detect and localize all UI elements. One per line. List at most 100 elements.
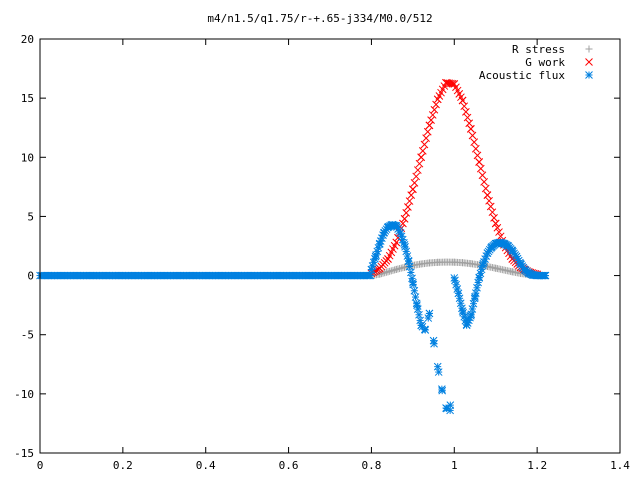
data-point-g-work	[460, 102, 469, 111]
data-point-g-work	[418, 147, 427, 155]
data-point-acoustic-flux	[483, 249, 492, 257]
data-point-acoustic-flux	[405, 262, 414, 271]
data-point-g-work	[413, 166, 422, 174]
data-point-g-work	[470, 138, 479, 146]
data-point-acoustic-flux	[367, 265, 376, 274]
data-point-acoustic-flux	[458, 307, 467, 315]
data-point-g-work	[425, 121, 434, 130]
data-point-g-work	[463, 113, 472, 122]
data-point-g-work	[467, 125, 475, 133]
data-point-g-work	[433, 95, 442, 104]
x-tick-label: 0.2	[113, 459, 133, 472]
data-point-r-stress	[401, 263, 409, 271]
plot-frame	[39, 38, 621, 454]
data-point-acoustic-flux	[473, 283, 481, 292]
data-point-r-stress	[417, 260, 425, 268]
data-point-acoustic-flux	[380, 229, 388, 237]
data-point-acoustic-flux	[411, 293, 420, 301]
data-point-g-work	[493, 223, 502, 232]
data-point-acoustic-flux	[508, 246, 517, 255]
x-tick-label: 0.8	[361, 459, 381, 472]
x-tick-label: 0	[37, 459, 44, 472]
data-point-g-work	[458, 96, 467, 105]
data-point-g-work	[442, 78, 450, 87]
data-point-acoustic-flux	[512, 252, 521, 261]
legend-label: G work	[525, 56, 565, 69]
data-point-acoustic-flux	[471, 293, 479, 301]
data-point-g-work	[422, 134, 430, 142]
data-point-g-work	[468, 131, 477, 140]
data-point-g-work	[402, 209, 411, 217]
data-point-acoustic-flux	[429, 336, 438, 345]
data-point-g-work	[415, 159, 424, 168]
y-tick-label: -5	[21, 329, 34, 342]
data-point-r-stress	[500, 266, 508, 274]
data-point-r-stress	[392, 265, 400, 273]
data-point-r-stress	[384, 268, 392, 276]
data-point-g-work	[495, 228, 503, 236]
data-point-acoustic-flux	[474, 278, 483, 287]
data-point-g-work	[427, 116, 435, 124]
data-point-g-work	[478, 171, 487, 180]
data-point-g-work	[481, 184, 490, 193]
data-point-acoustic-flux	[541, 271, 550, 280]
data-point-g-work	[491, 219, 500, 228]
x-tick-label: 0.4	[196, 459, 216, 472]
data-point-g-work	[465, 119, 474, 128]
data-point-acoustic-flux	[469, 299, 478, 308]
data-point-acoustic-flux	[392, 222, 401, 230]
data-point-g-work	[475, 158, 483, 166]
data-point-acoustic-flux	[421, 326, 430, 334]
data-point-g-work	[405, 197, 414, 205]
data-point-g-work	[432, 100, 440, 109]
data-point-acoustic-flux	[416, 316, 425, 325]
data-point-acoustic-flux	[407, 268, 415, 277]
data-point-acoustic-flux	[410, 286, 419, 295]
data-point-g-work	[483, 191, 492, 199]
data-point-g-work	[410, 178, 419, 187]
chart-title: m4/n1.5/q1.75/r-+.65-j334/M0.0/512	[207, 12, 432, 25]
legend-label: R stress	[512, 43, 565, 56]
data-point-acoustic-flux	[450, 274, 459, 282]
data-point-acoustic-flux	[424, 314, 433, 322]
data-point-r-stress	[425, 259, 433, 267]
data-point-acoustic-flux	[400, 240, 409, 249]
data-point-acoustic-flux	[455, 294, 464, 303]
data-point-acoustic-flux	[475, 274, 483, 282]
data-point-g-work	[490, 213, 498, 222]
data-point-acoustic-flux	[454, 289, 463, 298]
data-point-acoustic-flux	[516, 259, 525, 268]
x-tick-label: 1.4	[610, 459, 630, 472]
data-point-acoustic-flux	[375, 239, 384, 248]
data-point-g-work	[450, 80, 459, 88]
data-point-g-work	[409, 185, 417, 194]
legend-marker	[585, 58, 593, 66]
data-point-acoustic-flux	[467, 311, 475, 320]
data-point-g-work	[480, 178, 488, 186]
data-point-acoustic-flux	[452, 280, 460, 289]
y-tick-label: -15	[14, 447, 34, 460]
data-point-g-work	[423, 127, 432, 136]
y-tick-label: 15	[21, 92, 34, 105]
data-point-acoustic-flux	[409, 278, 417, 287]
data-point-acoustic-flux	[371, 252, 380, 261]
data-point-g-work	[412, 172, 421, 181]
data-point-acoustic-flux	[468, 305, 477, 313]
data-point-acoustic-flux	[456, 299, 465, 308]
data-point-g-work	[430, 105, 439, 114]
data-point-g-work	[462, 108, 470, 116]
y-tick-label: -10	[14, 388, 34, 401]
data-point-acoustic-flux	[396, 229, 405, 237]
data-point-g-work	[476, 164, 485, 173]
data-point-acoustic-flux	[453, 285, 462, 293]
data-point-g-work	[488, 208, 497, 217]
data-point-acoustic-flux	[462, 321, 471, 330]
data-point-r-stress	[434, 258, 442, 266]
data-point-g-work	[428, 111, 437, 119]
data-point-g-work	[400, 214, 409, 223]
data-point-g-work	[404, 203, 412, 211]
data-point-r-stress	[508, 268, 516, 276]
x-tick-label: 1.2	[527, 459, 547, 472]
